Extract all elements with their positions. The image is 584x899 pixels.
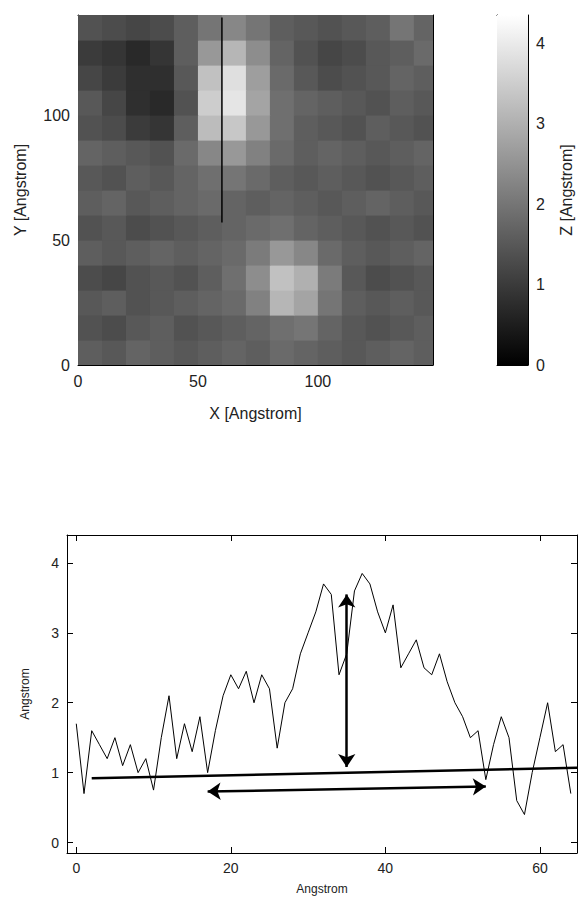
svg-text:0: 0 [536, 357, 545, 374]
svg-text:4: 4 [536, 35, 545, 52]
svg-text:Z [Angstrom]: Z [Angstrom] [558, 144, 575, 236]
svg-text:Angstrom: Angstrom [296, 882, 347, 896]
svg-text:100: 100 [305, 373, 332, 390]
svg-text:0: 0 [72, 860, 80, 876]
svg-text:3: 3 [536, 115, 545, 132]
svg-text:50: 50 [189, 373, 207, 390]
svg-text:50: 50 [52, 232, 70, 249]
svg-text:Angstrom: Angstrom [18, 668, 32, 719]
svg-text:4: 4 [51, 555, 59, 571]
svg-text:3: 3 [51, 625, 59, 641]
svg-text:40: 40 [378, 860, 394, 876]
svg-text:20: 20 [223, 860, 239, 876]
svg-text:100: 100 [43, 107, 70, 124]
svg-text:1: 1 [536, 276, 545, 293]
svg-text:2: 2 [51, 695, 59, 711]
svg-text:0: 0 [61, 357, 70, 374]
svg-text:Y [Angstrom]: Y [Angstrom] [12, 144, 29, 236]
svg-text:60: 60 [532, 860, 548, 876]
svg-text:X [Angstrom]: X [Angstrom] [209, 405, 301, 422]
svg-text:0: 0 [74, 373, 83, 390]
svg-text:1: 1 [51, 765, 59, 781]
svg-text:0: 0 [51, 835, 59, 851]
svg-text:2: 2 [536, 196, 545, 213]
